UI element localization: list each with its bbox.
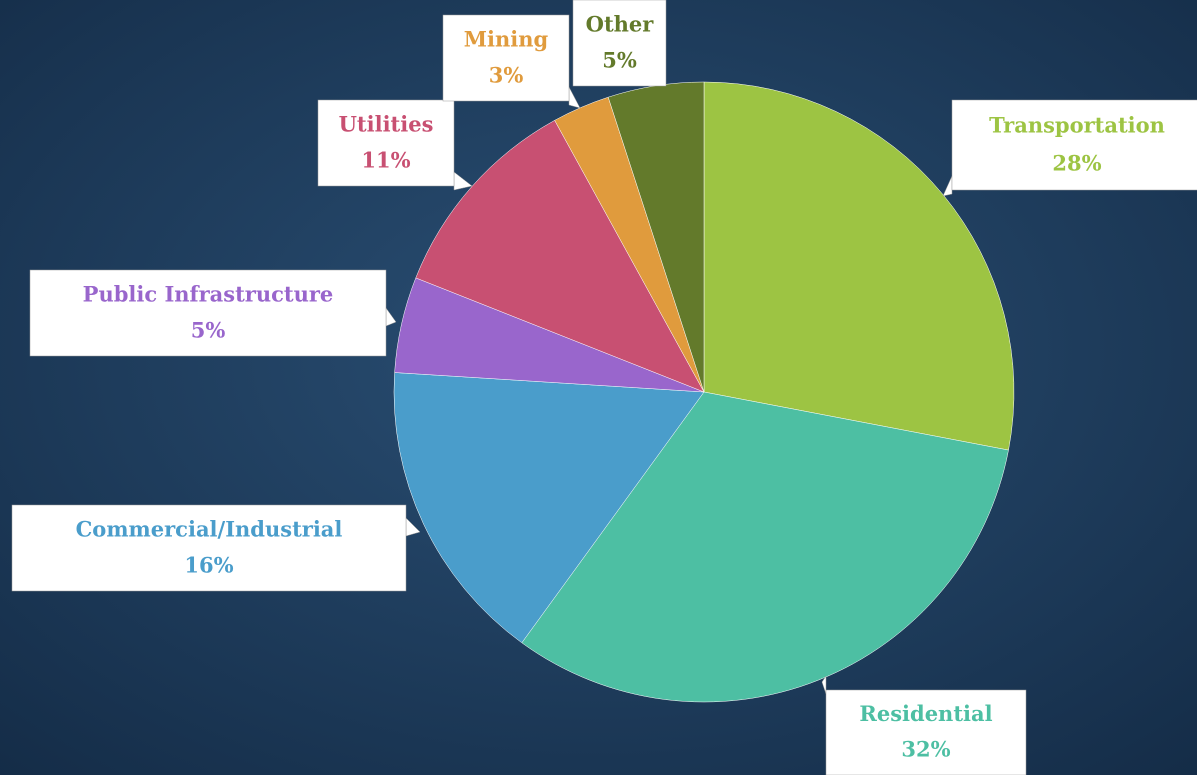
callout-box (11, 504, 407, 592)
callout-box (29, 269, 387, 357)
value-label: 16% (184, 552, 233, 577)
category-label: Public Infrastructure (83, 281, 334, 306)
value-label: 5% (191, 317, 226, 342)
pie (393, 81, 1015, 703)
callout-box (317, 99, 455, 187)
category-label: Utilities (339, 111, 434, 136)
value-label: 28% (1052, 150, 1101, 175)
callout-box (825, 689, 1027, 775)
callout-box (951, 99, 1197, 191)
value-label: 3% (489, 62, 524, 87)
labels: Transportation 28% Residential 32% Commercia… (11, 0, 1197, 775)
value-label: 5% (602, 47, 637, 72)
pie-slice (521, 391, 1009, 703)
pie-slice (703, 81, 1015, 451)
category-label: Mining (464, 26, 549, 51)
callout-box (442, 14, 570, 102)
callout-box (572, 0, 667, 87)
value-label: 32% (901, 737, 950, 762)
category-label: Other (586, 11, 655, 36)
category-label: Commercial/Industrial (76, 516, 343, 541)
callout-pointer (821, 675, 827, 695)
pie-slice (393, 372, 705, 644)
value-label: 11% (361, 147, 410, 172)
category-label: Residential (859, 701, 992, 726)
pie-slice (415, 120, 705, 393)
category-label: Transportation (989, 113, 1165, 138)
